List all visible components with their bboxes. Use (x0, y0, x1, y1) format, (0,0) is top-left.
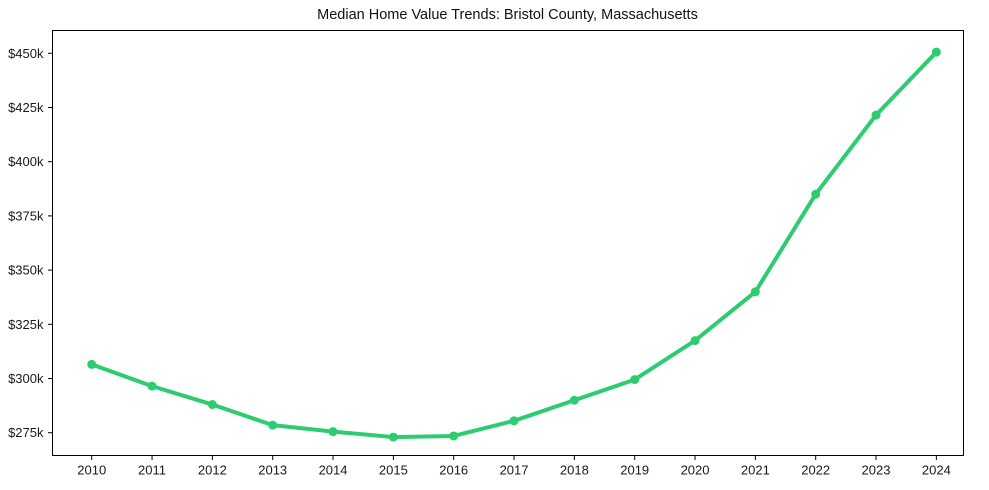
data-point-marker (630, 375, 640, 385)
x-tick-label: 2014 (319, 463, 348, 478)
y-tick-label: $300k (8, 371, 44, 386)
data-point-marker (328, 427, 338, 437)
y-tick-label: $400k (8, 154, 44, 169)
x-tick-label: 2021 (741, 463, 770, 478)
data-point-marker (87, 359, 97, 369)
data-point-marker (750, 287, 760, 297)
x-tick-label: 2019 (620, 463, 649, 478)
data-point-marker (147, 381, 157, 391)
data-point-marker (449, 431, 459, 441)
series-line (89, 50, 939, 440)
chart-title: Median Home Value Trends: Bristol County… (317, 7, 698, 23)
x-tick-label: 2011 (138, 463, 166, 478)
x-tick-label: 2016 (439, 463, 468, 478)
data-point-marker (871, 110, 881, 120)
x-tick-label: 2022 (801, 463, 830, 478)
y-tick-label: $325k (8, 317, 44, 332)
x-tick-label: 2010 (77, 463, 106, 478)
x-tick-label: 2020 (681, 463, 710, 478)
plot-frame (52, 30, 964, 456)
x-tick-label: 2012 (198, 463, 227, 478)
data-point-marker (690, 336, 700, 346)
data-point-marker (811, 189, 821, 199)
data-point-marker (388, 432, 398, 442)
y-tick-label: $350k (8, 263, 44, 278)
x-tick-label: 2024 (922, 463, 951, 478)
x-tick-label: 2023 (862, 463, 891, 478)
data-point-marker (509, 416, 519, 426)
x-tick-label: 2018 (560, 463, 589, 478)
data-point-marker (569, 395, 579, 405)
data-point-marker (207, 400, 217, 410)
x-tick-label: 2013 (258, 463, 287, 478)
x-tick-label: 2017 (500, 463, 529, 478)
y-tick-label: $275k (8, 425, 44, 440)
y-tick-label: $450k (8, 46, 44, 61)
data-point-marker (268, 420, 278, 430)
x-tick-label: 2015 (379, 463, 408, 478)
y-tick-label: $375k (8, 208, 44, 223)
data-point-marker (931, 47, 941, 57)
y-tick-label: $425k (8, 100, 44, 115)
